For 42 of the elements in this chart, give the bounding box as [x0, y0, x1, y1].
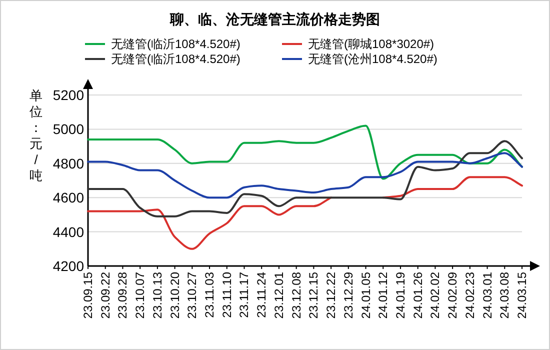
- x-tick-label: 23.10.27: [185, 272, 200, 319]
- y-tick-label: 4800: [52, 155, 84, 172]
- x-tick-label: 23.12.22: [324, 272, 338, 319]
- x-tick-label: 23.12.29: [341, 272, 356, 319]
- legend-item: 无缝管(沧州108*4.520#): [282, 52, 438, 66]
- x-tick-label: 23.12.01: [272, 272, 286, 319]
- legend-label: 无缝管(聊城108*3020#): [308, 37, 434, 51]
- x-tick-label: 24.01.05: [358, 272, 373, 319]
- x-tick-label: 24.02.23: [462, 272, 477, 319]
- y-tick-label: 5200: [52, 87, 84, 103]
- legend-item: 无缝管(临沂108*4.520#): [85, 52, 240, 66]
- x-tick-label: 23.10.07: [133, 272, 148, 319]
- x-tick-label: 24.03.15: [515, 272, 529, 319]
- legend-label: 无缝管(临沂108*4.520#): [111, 52, 240, 66]
- legend-item: 无缝管(临沂108*4.520#): [85, 37, 240, 51]
- x-tick-label: 24.01.19: [393, 272, 408, 319]
- legend-label: 无缝管(临沂108*4.520#): [111, 37, 240, 51]
- x-tick-label: 24.03.08: [498, 272, 512, 319]
- x-tick-label: 23.11.17: [237, 272, 252, 318]
- x-tick-label: 23.10.20: [168, 272, 182, 319]
- x-tick-label: 23.10.13: [150, 272, 164, 319]
- x-tick-label: 24.02.02: [428, 272, 442, 319]
- x-tick-label: 24.03.01: [480, 272, 494, 319]
- legend-item: 无缝管(聊城108*3020#): [282, 37, 434, 51]
- y-tick-label: 4200: [52, 258, 84, 274]
- y-axis-title: 单位：元/吨: [30, 88, 42, 183]
- y-tick-label: 5000: [52, 121, 84, 138]
- y-tick-label: 4600: [52, 190, 84, 206]
- x-tick-label: 23.12.08: [289, 272, 304, 319]
- x-tick-label: 23.09.28: [116, 272, 130, 319]
- x-tick-label: 23.11.24: [254, 272, 269, 318]
- x-tick-label: 24.01.26: [410, 272, 425, 319]
- x-tick-label: 23.11.03: [202, 272, 217, 318]
- chart-title: 聊、临、沧无缝管主流价格走势图: [169, 11, 380, 27]
- x-tick-label: 23.09.15: [81, 272, 95, 319]
- y-tick-label: 4400: [52, 224, 84, 240]
- legend-label: 无缝管(沧州108*4.520#): [308, 52, 438, 66]
- x-tick-label: 23.09.22: [98, 272, 112, 319]
- x-tick-label: 24.01.12: [376, 272, 390, 319]
- x-tick-label: 23.12.15: [306, 272, 321, 319]
- x-tick-label: 23.11.10: [220, 272, 234, 318]
- x-tick-label: 24.02.09: [446, 272, 460, 319]
